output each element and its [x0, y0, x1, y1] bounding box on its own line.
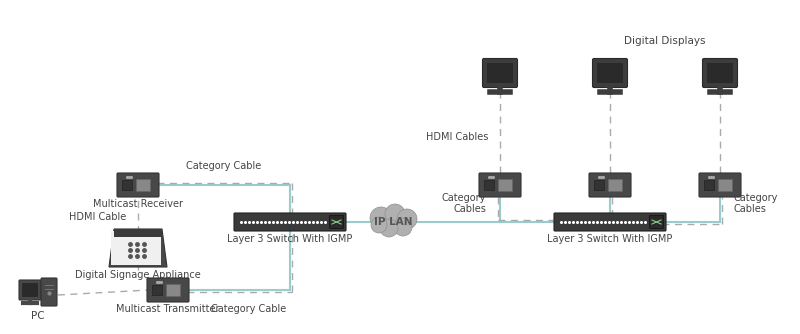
FancyBboxPatch shape — [593, 58, 627, 88]
Text: HDMI Cables: HDMI Cables — [426, 132, 488, 142]
Circle shape — [370, 207, 392, 229]
FancyBboxPatch shape — [41, 278, 57, 306]
FancyBboxPatch shape — [597, 63, 623, 83]
Circle shape — [385, 204, 405, 224]
Text: Digital Displays: Digital Displays — [624, 36, 706, 46]
FancyBboxPatch shape — [147, 278, 189, 302]
Text: Multicast Receiver: Multicast Receiver — [93, 199, 183, 209]
FancyBboxPatch shape — [699, 173, 741, 197]
FancyBboxPatch shape — [718, 179, 732, 191]
FancyBboxPatch shape — [594, 180, 604, 190]
FancyBboxPatch shape — [702, 58, 738, 88]
FancyBboxPatch shape — [650, 215, 663, 228]
Text: IP LAN: IP LAN — [374, 217, 412, 227]
FancyBboxPatch shape — [498, 179, 512, 191]
Circle shape — [394, 218, 412, 236]
FancyBboxPatch shape — [22, 283, 38, 297]
FancyBboxPatch shape — [122, 180, 132, 190]
FancyBboxPatch shape — [152, 285, 162, 295]
Polygon shape — [109, 229, 167, 267]
FancyBboxPatch shape — [707, 63, 733, 83]
Text: Layer 3 Switch With IGMP: Layer 3 Switch With IGMP — [227, 234, 353, 244]
FancyBboxPatch shape — [117, 173, 159, 197]
FancyBboxPatch shape — [484, 180, 494, 190]
FancyBboxPatch shape — [19, 280, 41, 300]
Text: Category
Cables: Category Cables — [734, 193, 778, 214]
Text: HDMI Cable: HDMI Cable — [69, 211, 126, 221]
FancyBboxPatch shape — [136, 179, 150, 191]
Text: Category Cable: Category Cable — [211, 304, 286, 314]
Text: Digital Signage Appliance: Digital Signage Appliance — [75, 270, 201, 280]
FancyBboxPatch shape — [479, 173, 521, 197]
Text: Category
Cables: Category Cables — [442, 193, 486, 214]
Text: Category Cable: Category Cable — [186, 161, 261, 171]
FancyBboxPatch shape — [330, 215, 343, 228]
Text: PC: PC — [31, 311, 45, 321]
FancyBboxPatch shape — [114, 229, 162, 237]
FancyBboxPatch shape — [608, 179, 622, 191]
Text: Multicast Transmitter: Multicast Transmitter — [116, 304, 220, 314]
FancyBboxPatch shape — [111, 231, 161, 265]
Circle shape — [380, 219, 398, 237]
FancyBboxPatch shape — [704, 180, 714, 190]
FancyBboxPatch shape — [487, 63, 513, 83]
FancyBboxPatch shape — [234, 213, 346, 231]
Text: Layer 3 Switch With IGMP: Layer 3 Switch With IGMP — [547, 234, 673, 244]
FancyBboxPatch shape — [589, 173, 631, 197]
FancyBboxPatch shape — [166, 284, 180, 296]
FancyBboxPatch shape — [554, 213, 666, 231]
FancyBboxPatch shape — [482, 58, 518, 88]
Circle shape — [397, 209, 417, 229]
Circle shape — [371, 217, 387, 233]
